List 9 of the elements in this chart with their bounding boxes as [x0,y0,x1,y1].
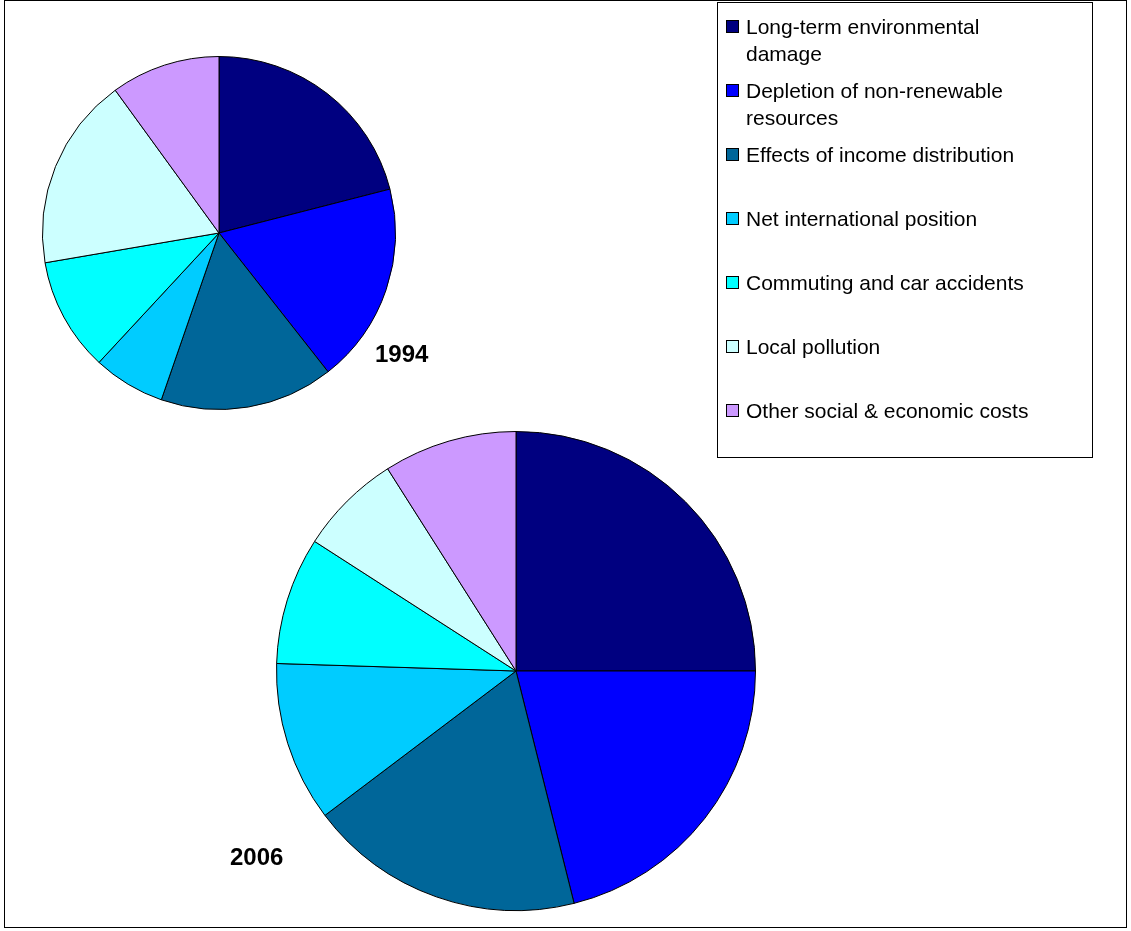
legend-label: Long-term environmental damage [746,14,981,67]
legend-label: Depletion of non-renewable resources [746,78,1004,131]
legend-label: Net international position [746,206,978,232]
legend-label: Effects of income distribution [746,142,1015,168]
legend-label: Local pollution [746,334,881,360]
legend-label: Other social & economic costs [746,398,1029,424]
text: 2006 [230,843,284,871]
legend-label: Commuting and car accidents [746,270,1024,296]
text: 1994 [375,340,429,368]
